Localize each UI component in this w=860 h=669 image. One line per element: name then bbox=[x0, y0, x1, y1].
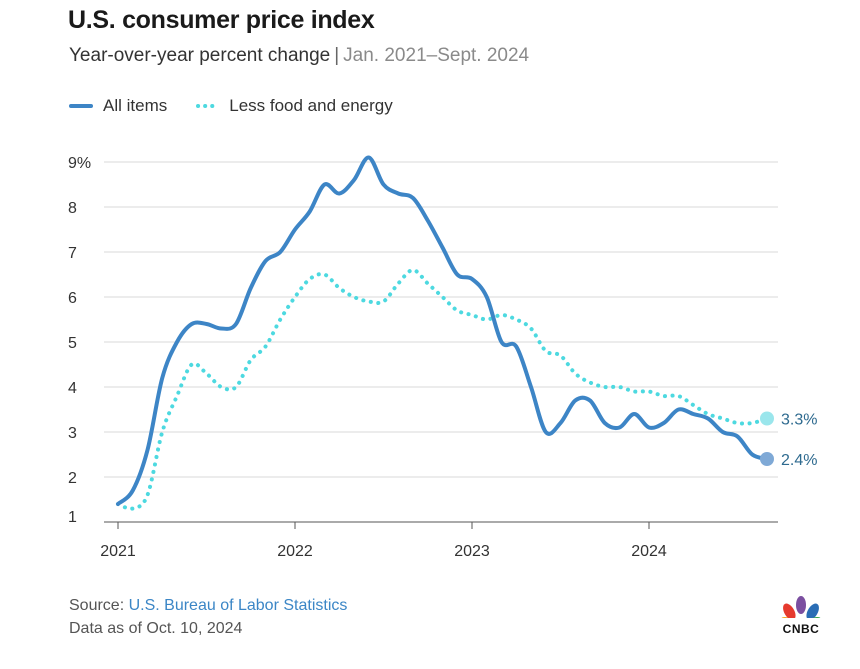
legend-solid-line-icon bbox=[69, 104, 93, 108]
legend-item-all-items: All items bbox=[69, 96, 167, 116]
chart-legend: All items Less food and energy bbox=[69, 96, 421, 116]
y-tick-label: 6 bbox=[68, 290, 77, 307]
legend-label-all-items: All items bbox=[103, 96, 168, 115]
x-tick-label: 2024 bbox=[631, 543, 667, 560]
chart-subtitle: Year-over-year percent change | Jan. 2021–… bbox=[69, 45, 529, 67]
logo-text: CNBC bbox=[782, 622, 820, 636]
source-link[interactable]: U.S. Bureau of Labor Statistics bbox=[128, 597, 348, 614]
cnbc-logo: CNBC bbox=[775, 594, 827, 638]
y-tick-label: 8 bbox=[68, 200, 77, 217]
series-line-all-items bbox=[116, 155, 769, 506]
legend-dotted-line-icon bbox=[196, 104, 220, 108]
cpi-line-chart: 1 2 3 4 5 6 7 8 9% 2021 2022 2023 2024 3.3% 2.4% bbox=[68, 155, 817, 560]
peacock-icon bbox=[775, 596, 827, 630]
legend-label-less-food-energy: Less food and energy bbox=[229, 96, 393, 115]
end-marker-all-items bbox=[760, 452, 774, 466]
end-label-less-food-energy: 3.3% bbox=[781, 412, 817, 429]
subtitle-separator: | bbox=[334, 45, 340, 66]
y-tick-label: 2 bbox=[68, 470, 77, 487]
x-tick-label: 2021 bbox=[100, 543, 136, 560]
x-tick-label: 2022 bbox=[277, 543, 313, 560]
x-tick-label: 2023 bbox=[454, 543, 490, 560]
y-tick-label: 3 bbox=[68, 425, 77, 442]
data-date-note: Data as of Oct. 10, 2024 bbox=[69, 620, 243, 637]
source-prefix: Source: bbox=[69, 597, 129, 614]
y-tick-label: 9% bbox=[68, 155, 91, 172]
y-tick-label: 5 bbox=[68, 335, 77, 352]
source-note: Source: U.S. Bureau of Labor Statistics … bbox=[69, 594, 347, 640]
y-tick-label: 1 bbox=[68, 509, 77, 526]
subtitle-date-range: Jan. 2021–Sept. 2024 bbox=[343, 45, 530, 66]
legend-item-less-food-energy: Less food and energy bbox=[195, 96, 393, 116]
y-tick-label: 4 bbox=[68, 380, 77, 397]
series-line-less-food-energy bbox=[116, 267, 769, 511]
chart-title: U.S. consumer price index bbox=[68, 6, 375, 34]
subtitle-text: Year-over-year percent change bbox=[69, 45, 331, 66]
end-label-all-items: 2.4% bbox=[781, 452, 817, 469]
end-marker-less-food-energy bbox=[760, 411, 774, 426]
y-tick-label: 7 bbox=[68, 245, 77, 262]
